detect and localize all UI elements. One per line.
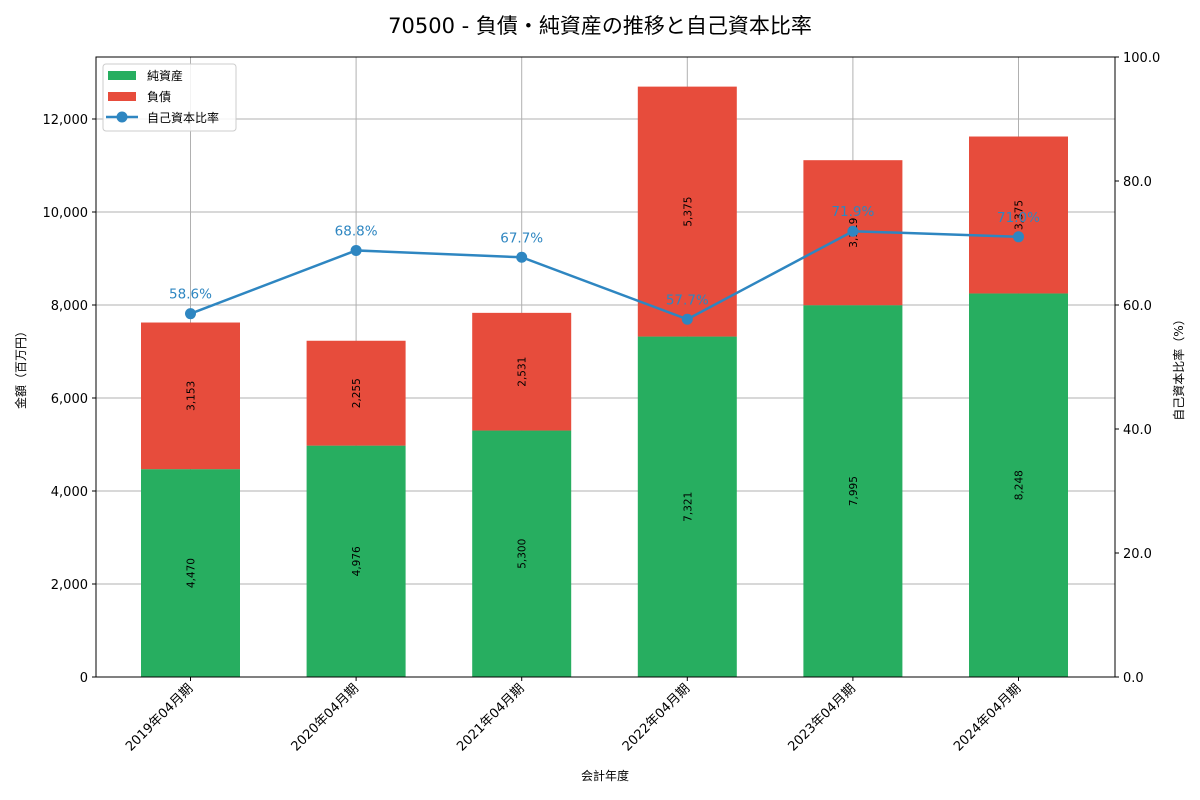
legend-swatch-liabilities bbox=[108, 92, 136, 101]
y2-tick-label: 40.0 bbox=[1123, 423, 1152, 438]
bar-liabilities bbox=[141, 322, 240, 470]
ratio-label: 57.7% bbox=[666, 292, 709, 308]
ratio-marker bbox=[681, 313, 693, 325]
legend-box bbox=[102, 63, 237, 132]
ratio-label: 58.6% bbox=[169, 287, 212, 303]
legend-label-equity: 純資産 bbox=[147, 68, 183, 83]
y2-tick-label: 0.0 bbox=[1123, 671, 1144, 686]
bar-label-equity: 4,470 bbox=[186, 558, 198, 588]
bar-label-liabilities: 2,531 bbox=[517, 357, 529, 387]
ratio-line bbox=[190, 229, 1019, 321]
ratio-label: 68.8% bbox=[335, 223, 378, 239]
y-tick-label: 10,000 bbox=[43, 206, 89, 221]
x-tick-label: 2019年04月期 bbox=[123, 681, 196, 754]
bar-series: 4,470 3,153 4,976 2,255 5,300 2,531 7,321 5,375… bbox=[141, 86, 1068, 677]
bar-liabilities bbox=[637, 86, 737, 337]
ratio-label: 71.0% bbox=[997, 210, 1040, 226]
y2-tick-label: 80.0 bbox=[1123, 175, 1152, 190]
ratio-label: 71.9% bbox=[831, 204, 874, 220]
bar-equity bbox=[141, 469, 240, 677]
bar-equity bbox=[306, 445, 406, 677]
y-tick-label: 8,000 bbox=[51, 299, 88, 314]
ratio-marker bbox=[847, 225, 859, 237]
bar-equity bbox=[969, 293, 1068, 677]
bar-label-liabilities: 3,375 bbox=[1014, 200, 1026, 230]
x-tick-label: 2023年04月期 bbox=[785, 681, 858, 754]
x-axis-label: 会計年度 bbox=[581, 768, 629, 783]
bar-label-liabilities: 3,153 bbox=[186, 381, 198, 411]
bar-label-equity: 7,321 bbox=[682, 492, 694, 522]
bar-equity bbox=[472, 430, 572, 677]
bar-liabilities bbox=[969, 136, 1068, 294]
y2-tick-label: 20.0 bbox=[1123, 547, 1152, 562]
chart-title: 70500 - 負債・純資産の推移と自己資本比率 bbox=[388, 14, 812, 38]
legend: 純資産 負債 自己資本比率 bbox=[102, 63, 237, 132]
x-tick-label: 2024年04月期 bbox=[951, 681, 1024, 754]
y-tick-label: 0 bbox=[80, 671, 88, 686]
y2-tick-label: 100.0 bbox=[1123, 51, 1160, 66]
legend-marker-ratio bbox=[116, 111, 128, 123]
y-tick-label: 2,000 bbox=[51, 578, 88, 593]
bar-liabilities bbox=[472, 312, 572, 431]
gridlines bbox=[96, 57, 1115, 677]
legend-swatch-equity bbox=[108, 71, 136, 80]
bar-label-equity: 7,995 bbox=[848, 476, 860, 506]
legend-label-ratio: 自己資本比率 bbox=[147, 110, 219, 125]
ratio-marker bbox=[185, 308, 196, 320]
x-tick-label: 2021年04月期 bbox=[454, 681, 527, 754]
bar-equity bbox=[637, 336, 737, 677]
left-y-axis: 0 2,000 4,000 6,000 8,000 10,000 12,000 bbox=[43, 113, 96, 686]
ratio-marker bbox=[1013, 231, 1024, 243]
y2-tick-label: 60.0 bbox=[1123, 299, 1152, 314]
legend-label-liabilities: 負債 bbox=[147, 89, 171, 104]
bar-label-liabilities: 5,375 bbox=[682, 197, 694, 227]
ratio-label: 67.7% bbox=[500, 230, 543, 246]
x-axis: 2019年04月期 2020年04月期 2021年04月期 2022年04月期 2023… bbox=[123, 677, 1024, 755]
bar-label-equity: 4,976 bbox=[351, 546, 363, 576]
ratio-line-series: 58.6% 68.8% 67.7% 57.7% 71.9% 71.0% bbox=[169, 204, 1040, 325]
bar-liabilities bbox=[306, 340, 406, 446]
bar-label-liabilities: 2,255 bbox=[351, 378, 363, 408]
y-axis-label: 金額（百万円） bbox=[13, 325, 28, 409]
y-tick-label: 4,000 bbox=[51, 485, 88, 500]
y-tick-label: 6,000 bbox=[51, 392, 88, 407]
ratio-marker bbox=[350, 244, 362, 256]
y2-axis-label: 自己資本比率（%） bbox=[1171, 313, 1186, 420]
ratio-marker bbox=[516, 251, 528, 263]
x-tick-label: 2022年04月期 bbox=[620, 681, 693, 754]
bar-label-equity: 8,248 bbox=[1014, 470, 1026, 500]
bar-equity bbox=[803, 305, 903, 677]
right-y-axis: 0.0 20.0 40.0 60.0 80.0 100.0 bbox=[1115, 51, 1160, 686]
x-tick-label: 2020年04月期 bbox=[289, 681, 362, 754]
y-tick-label: 12,000 bbox=[43, 113, 89, 128]
bar-label-equity: 5,300 bbox=[517, 539, 529, 569]
plot-frame bbox=[95, 56, 1116, 678]
